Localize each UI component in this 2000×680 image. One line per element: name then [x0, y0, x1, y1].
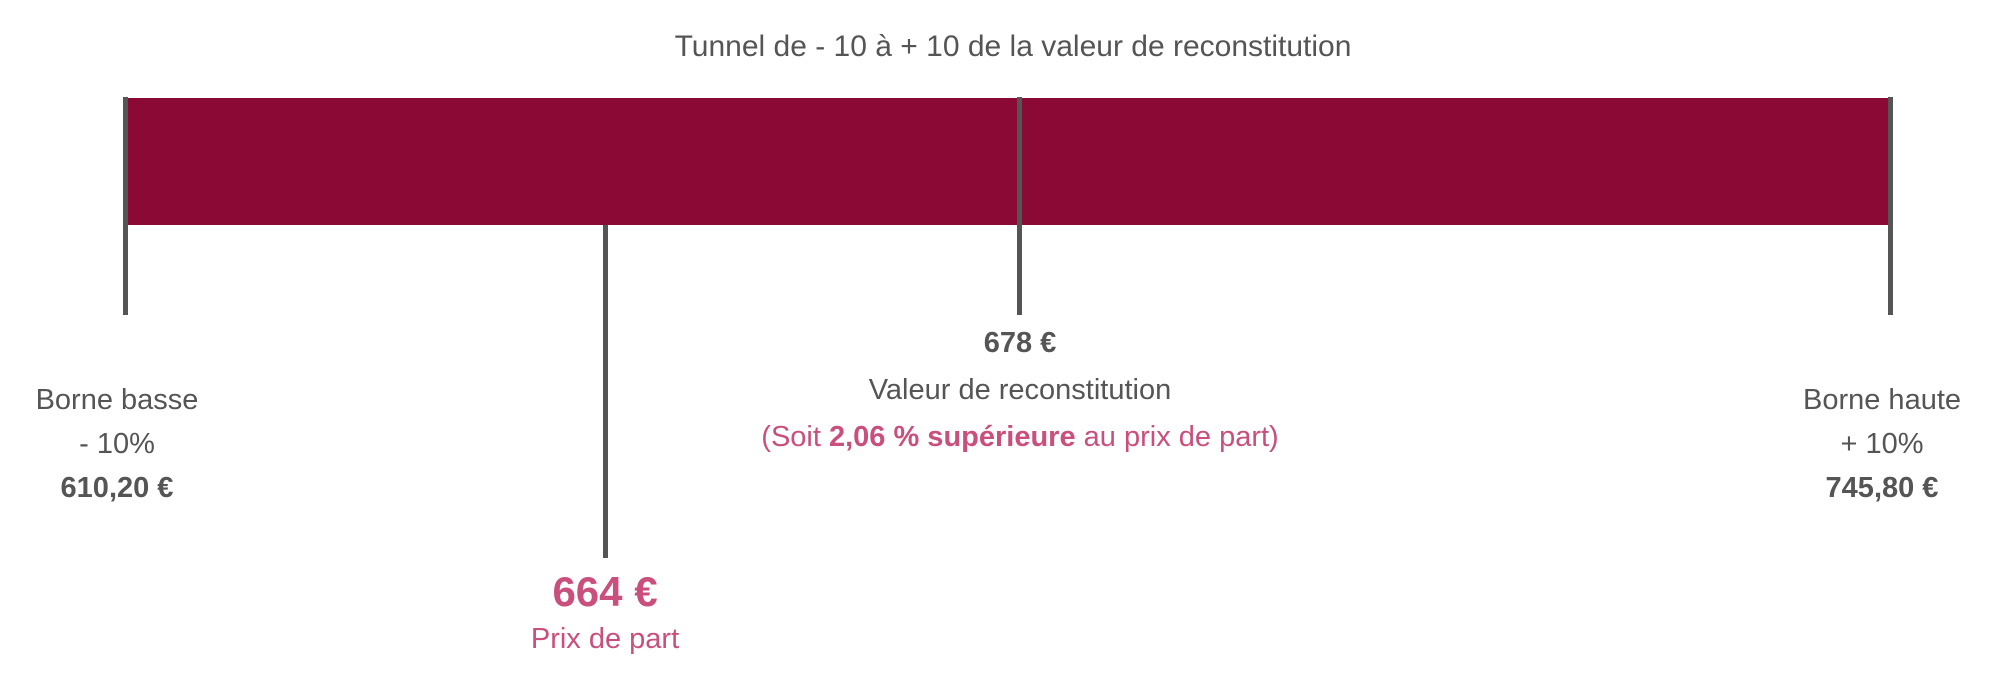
low-bound-label: Borne basse [35, 384, 199, 416]
share-price-label: Prix de part [530, 623, 680, 655]
reconstitution-labels: 678 € Valeur de reconstitution (Soit 2,0… [761, 320, 1278, 461]
reconstitution-label: Valeur de reconstitution [868, 374, 1172, 406]
tunnel-bar [127, 98, 1889, 225]
high-bound-labels: Borne haute + 10% 745,80 € [1803, 378, 1961, 510]
reconstitution-value: 678 € [983, 327, 1057, 359]
high-bound-label: Borne haute [1802, 384, 1962, 416]
reconstitution-note: (Soit 2,06 % supérieure au prix de part) [761, 414, 1278, 461]
high-bound-marker [1888, 97, 1893, 315]
high-bound-pct: + 10% [1840, 428, 1924, 460]
note-prefix: (Soit [761, 421, 829, 453]
low-bound-labels: Borne basse - 10% 610,20 € [36, 378, 199, 510]
high-bound-value: 745,80 € [1825, 472, 1939, 504]
share-price-value: 664 € [552, 568, 658, 615]
low-bound-pct: - 10% [79, 428, 155, 460]
share-price-labels: 664 € Prix de part [531, 565, 679, 659]
diagram-title: Tunnel de - 10 à + 10 de la valeur de re… [674, 30, 1352, 63]
reconstitution-marker [1017, 97, 1022, 315]
low-bound-marker [123, 97, 128, 315]
share-price-marker [603, 225, 608, 558]
low-bound-value: 610,20 € [60, 472, 174, 504]
note-bold: 2,06 % supérieure [828, 421, 1076, 453]
note-suffix: au prix de part) [1075, 421, 1279, 453]
